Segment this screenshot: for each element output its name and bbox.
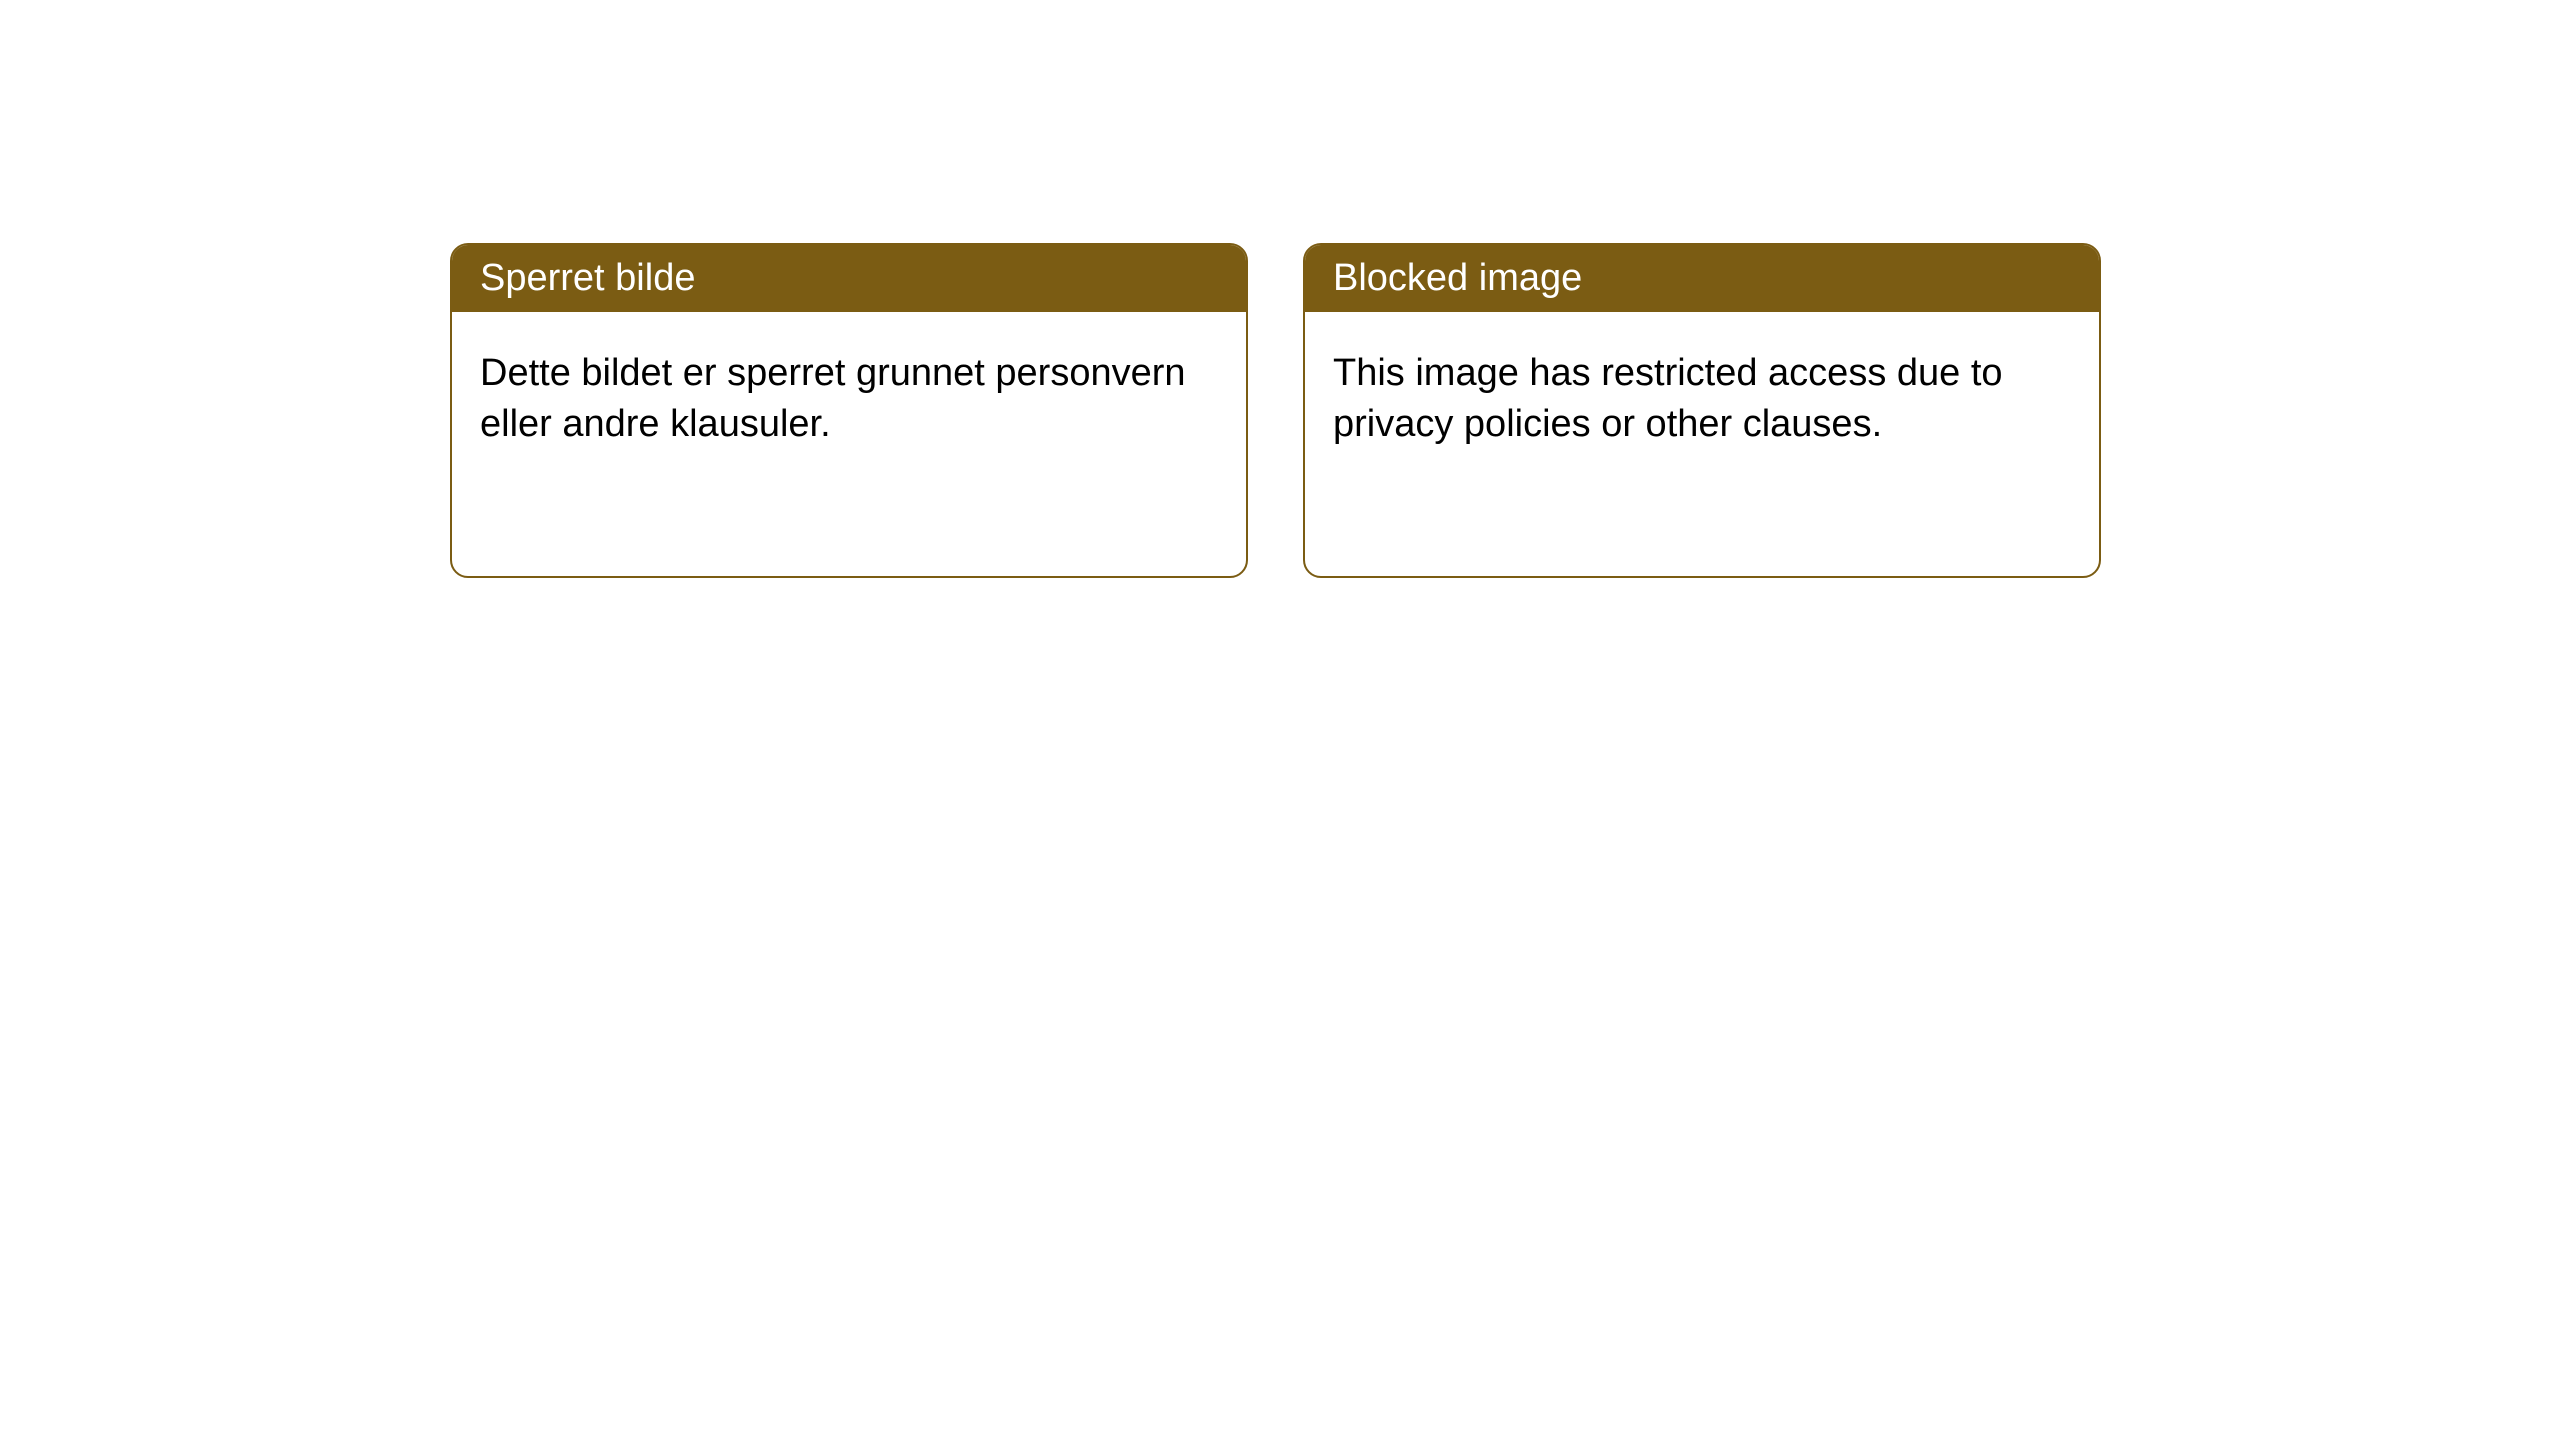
notice-body-text: This image has restricted access due to … (1333, 352, 2003, 445)
notice-container: Sperret bilde Dette bildet er sperret gr… (450, 243, 2101, 578)
notice-card-body: Dette bildet er sperret grunnet personve… (452, 312, 1246, 487)
notice-title: Sperret bilde (480, 257, 695, 299)
notice-card-header: Blocked image (1305, 245, 2099, 312)
notice-card-header: Sperret bilde (452, 245, 1246, 312)
notice-card-body: This image has restricted access due to … (1305, 312, 2099, 487)
notice-title: Blocked image (1333, 257, 1582, 299)
notice-card-english: Blocked image This image has restricted … (1303, 243, 2101, 578)
notice-body-text: Dette bildet er sperret grunnet personve… (480, 352, 1186, 445)
notice-card-norwegian: Sperret bilde Dette bildet er sperret gr… (450, 243, 1248, 578)
